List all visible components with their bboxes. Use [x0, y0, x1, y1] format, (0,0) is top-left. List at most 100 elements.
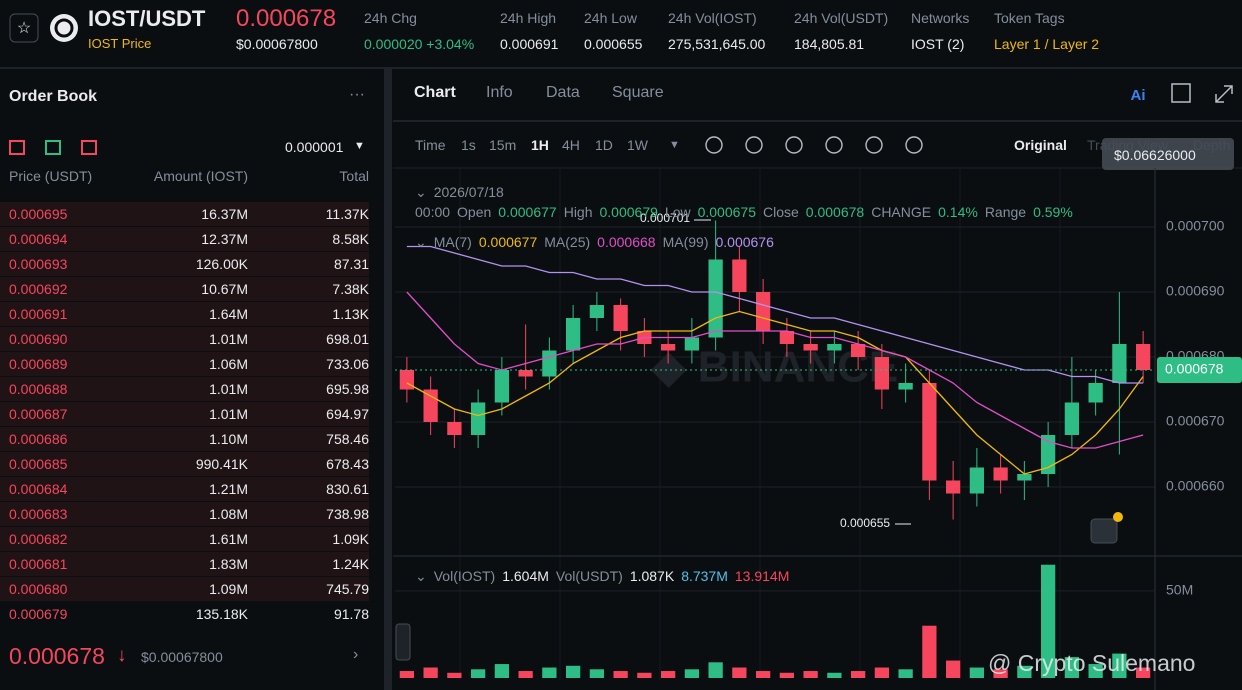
- candle-body: [946, 480, 961, 494]
- price-chip: $0.06626000: [1114, 147, 1196, 163]
- collapse-caret: ⌄: [415, 234, 427, 250]
- volume-bar: [851, 671, 866, 678]
- more-menu[interactable]: ···: [349, 86, 365, 103]
- volume-bar: [447, 672, 462, 678]
- volume-bar: [589, 669, 604, 678]
- view-option[interactable]: Depth: [1193, 137, 1231, 153]
- depth-bar: [0, 252, 369, 276]
- notes-button: [1090, 518, 1118, 544]
- side-toggle: [395, 623, 411, 661]
- ask-amount: 990.41K: [195, 456, 248, 472]
- field-value: 0.000678: [805, 204, 865, 220]
- ask-amount: 10.67M: [201, 281, 248, 297]
- volume-bar: [1136, 667, 1151, 678]
- depth-bar: [0, 527, 369, 551]
- expand-arrow[interactable]: ›: [353, 646, 359, 663]
- tab[interactable]: Square: [612, 84, 664, 101]
- ask-price: 0.000686: [9, 431, 68, 447]
- volume-bar: [993, 669, 1008, 678]
- tab[interactable]: Chart: [414, 84, 456, 101]
- interval[interactable]: 1D: [595, 137, 613, 153]
- view-option[interactable]: Original: [1014, 137, 1067, 153]
- y-tick-label: 0.000660: [1166, 478, 1225, 494]
- ask-price: 0.000685: [9, 456, 68, 472]
- volume-bar: [542, 667, 557, 678]
- candle-body: [1041, 435, 1056, 474]
- depth-bar: [0, 377, 369, 401]
- volume-bar: [898, 669, 913, 678]
- candle-body: [471, 402, 486, 435]
- order-book-last-price: 0.000678: [9, 643, 105, 669]
- expand-icon: [1215, 85, 1233, 103]
- ask-price: 0.000694: [9, 231, 68, 247]
- volume-bar: [471, 669, 486, 678]
- y-tick-label: 0.000700: [1166, 218, 1225, 234]
- volume-bar: [423, 667, 438, 678]
- volume-bar: [827, 672, 842, 678]
- candle-body: [613, 305, 628, 331]
- volume-bar: [969, 667, 984, 678]
- view-icon: [9, 140, 25, 155]
- ask-amount: 1.21M: [209, 481, 248, 497]
- candle-body: [518, 370, 533, 377]
- depth-bar: [0, 227, 369, 251]
- volume-bar: [1112, 653, 1127, 678]
- candle-body: [779, 331, 794, 344]
- interval[interactable]: 4H: [562, 137, 580, 153]
- ma-value: 0.000677: [478, 234, 538, 250]
- candle-body: [661, 344, 676, 351]
- panel-title: Order Book: [9, 88, 98, 105]
- interval[interactable]: 15m: [489, 137, 517, 153]
- ask-price: 0.000681: [9, 556, 68, 572]
- ask-total: 678.43: [326, 456, 369, 472]
- usd-price: $0.00067800: [236, 36, 318, 52]
- field-label: Range: [984, 204, 1027, 220]
- interval[interactable]: 1s: [461, 137, 476, 153]
- depth-bar: [0, 402, 369, 426]
- tool-icon: [865, 136, 883, 154]
- ask-total: 695.98: [326, 381, 369, 397]
- ask-price: 0.000692: [9, 281, 68, 297]
- ma-legend: ⌄ MA(7) 0.000677 MA(25) 0.000668 MA(99) 0.0006…: [415, 234, 781, 251]
- y-tick-label: 50M: [1166, 582, 1193, 598]
- interval[interactable]: 1H: [531, 137, 549, 153]
- ma-line: [406, 310, 1144, 475]
- view-option[interactable]: Trading View: [1087, 137, 1168, 153]
- last-price: 0.000678: [236, 5, 337, 32]
- ma-value: 0.000668: [597, 234, 656, 250]
- candle-body: [756, 292, 771, 331]
- ask-price: 0.000695: [9, 206, 68, 222]
- down-arrow: ↓: [117, 645, 127, 666]
- ask-amount: 12.37M: [201, 231, 248, 247]
- ask-total: 733.06: [326, 356, 369, 372]
- field-label: Open: [457, 204, 492, 220]
- tab[interactable]: Info: [486, 84, 513, 101]
- grid-icon: [1171, 83, 1191, 103]
- price-link[interactable]: IOST Price: [88, 36, 152, 51]
- watermark: @ Crypto Sulemano: [988, 650, 1196, 676]
- column-header: Price (USDT): [9, 168, 93, 184]
- tab[interactable]: Data: [546, 84, 580, 101]
- ask-total: 11.37K: [325, 206, 369, 222]
- ask-amount: 1.08M: [209, 506, 248, 522]
- interval[interactable]: 1W: [627, 137, 648, 153]
- ma-line: [406, 291, 1144, 449]
- ma-name: MA(25): [544, 234, 591, 250]
- last-price-label: 0.000678: [1165, 361, 1224, 377]
- ask-price: 0.000691: [9, 306, 68, 322]
- field-value: 0.14%: [938, 204, 978, 220]
- interval[interactable]: Time: [415, 137, 446, 153]
- volume-bar: [1064, 657, 1079, 678]
- volume-bar: [1041, 564, 1056, 678]
- depth-bar: [0, 452, 369, 476]
- tick-size[interactable]: 0.000001: [285, 139, 344, 155]
- field-label: High: [563, 204, 593, 220]
- volume-bar: [637, 672, 652, 678]
- pair-name: IOST/USDT: [88, 6, 206, 31]
- candle-body: [732, 259, 747, 292]
- stat-value: 0.000691: [500, 36, 559, 52]
- candle-body: [969, 467, 984, 494]
- stat-label: 24h Chg: [364, 10, 417, 26]
- volume-legend-item: Vol(IOST): [433, 568, 496, 584]
